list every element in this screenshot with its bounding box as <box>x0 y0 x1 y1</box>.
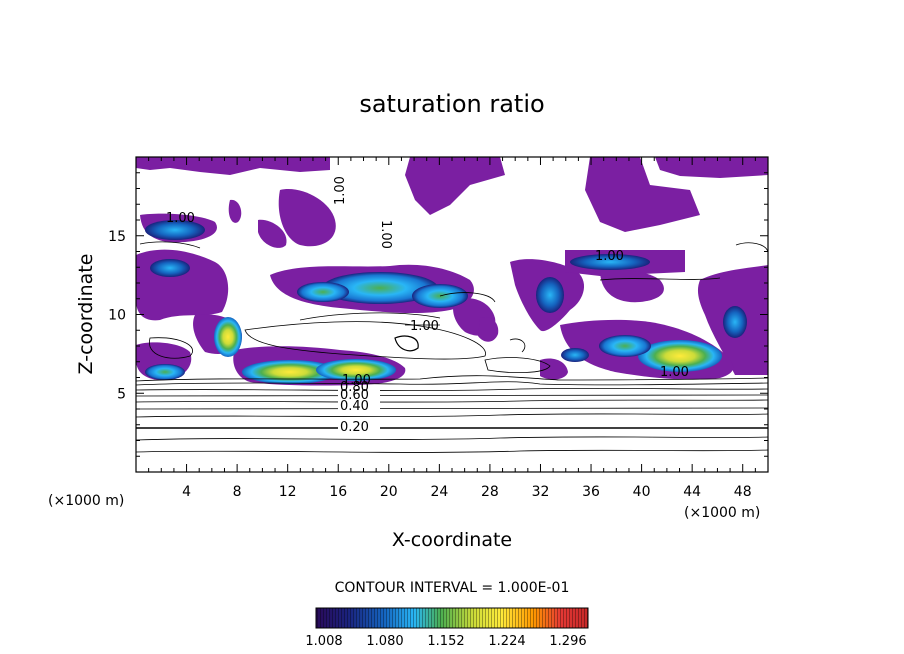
x-tick-label: 32 <box>532 484 550 500</box>
x-tick-label: 4 <box>182 484 191 500</box>
contour-label-100-far-right: 1.00 <box>660 365 689 380</box>
x-tick-label: 20 <box>380 484 398 500</box>
colorbar-tick-label: 1.080 <box>366 634 403 649</box>
y-axis-title: Z-coordinate <box>75 254 97 375</box>
x-tick-label: 12 <box>279 484 297 500</box>
contour-label-100-mid: 1.00 <box>410 319 439 334</box>
x-tick-label: 40 <box>633 484 651 500</box>
contour-label-100-low: 1.00 <box>342 373 371 388</box>
x-tick-labels: 4 8 12 16 20 24 28 32 36 40 44 48 <box>182 484 752 500</box>
y-tick-label: 15 <box>108 229 126 245</box>
contour-label-080: 0.80 <box>340 380 369 395</box>
x-tick-label: 48 <box>734 484 752 500</box>
colorbar-tick-label: 1.152 <box>427 634 464 649</box>
x-tick-label: 36 <box>582 484 600 500</box>
contour-label-100-vertical-b: 1.00 <box>378 220 393 249</box>
x-tick-label: 8 <box>233 484 242 500</box>
contour-label-100-right: 1.00 <box>595 249 624 264</box>
y-axis-unit: (×1000 m) <box>48 493 124 509</box>
tick-marks <box>136 157 768 472</box>
colorbar-tick-label: 1.008 <box>305 634 342 649</box>
x-axis-title: X-coordinate <box>392 529 512 551</box>
x-tick-label: 44 <box>683 484 701 500</box>
chart-title: saturation ratio <box>359 90 544 118</box>
y-tick-label: 10 <box>108 308 126 324</box>
contour-value-labels: 0.20 0.40 0.60 0.80 1.00 1.00 1.00 1.00 … <box>166 176 689 435</box>
colorbar-tick-label: 1.224 <box>488 634 525 649</box>
contour-label-100-vertical-a: 1.00 <box>333 176 348 205</box>
contour-label-040: 0.40 <box>340 399 369 414</box>
plot-area: 0.20 0.40 0.60 0.80 1.00 1.00 1.00 1.00 … <box>136 157 768 472</box>
y-tick-labels: 5 10 15 <box>108 229 126 403</box>
colorbar-tick-label: 1.296 <box>549 634 586 649</box>
x-tick-label: 28 <box>481 484 499 500</box>
contour-lines <box>136 241 768 453</box>
colorbar-tick-labels: 1.008 1.080 1.152 1.224 1.296 <box>305 634 586 649</box>
contour-label-100-upper-left: 1.00 <box>166 211 195 226</box>
supersaturation-patches <box>145 220 747 384</box>
y-tick-label: 5 <box>117 386 126 402</box>
x-axis-unit: (×1000 m) <box>684 505 760 521</box>
contour-label-060: 0.60 <box>340 388 369 403</box>
contour-label-020: 0.20 <box>340 420 369 435</box>
x-tick-label: 24 <box>430 484 448 500</box>
x-tick-label: 16 <box>329 484 347 500</box>
contour-interval-label: CONTOUR INTERVAL = 1.000E-01 <box>335 580 570 596</box>
colorbar <box>315 607 589 629</box>
